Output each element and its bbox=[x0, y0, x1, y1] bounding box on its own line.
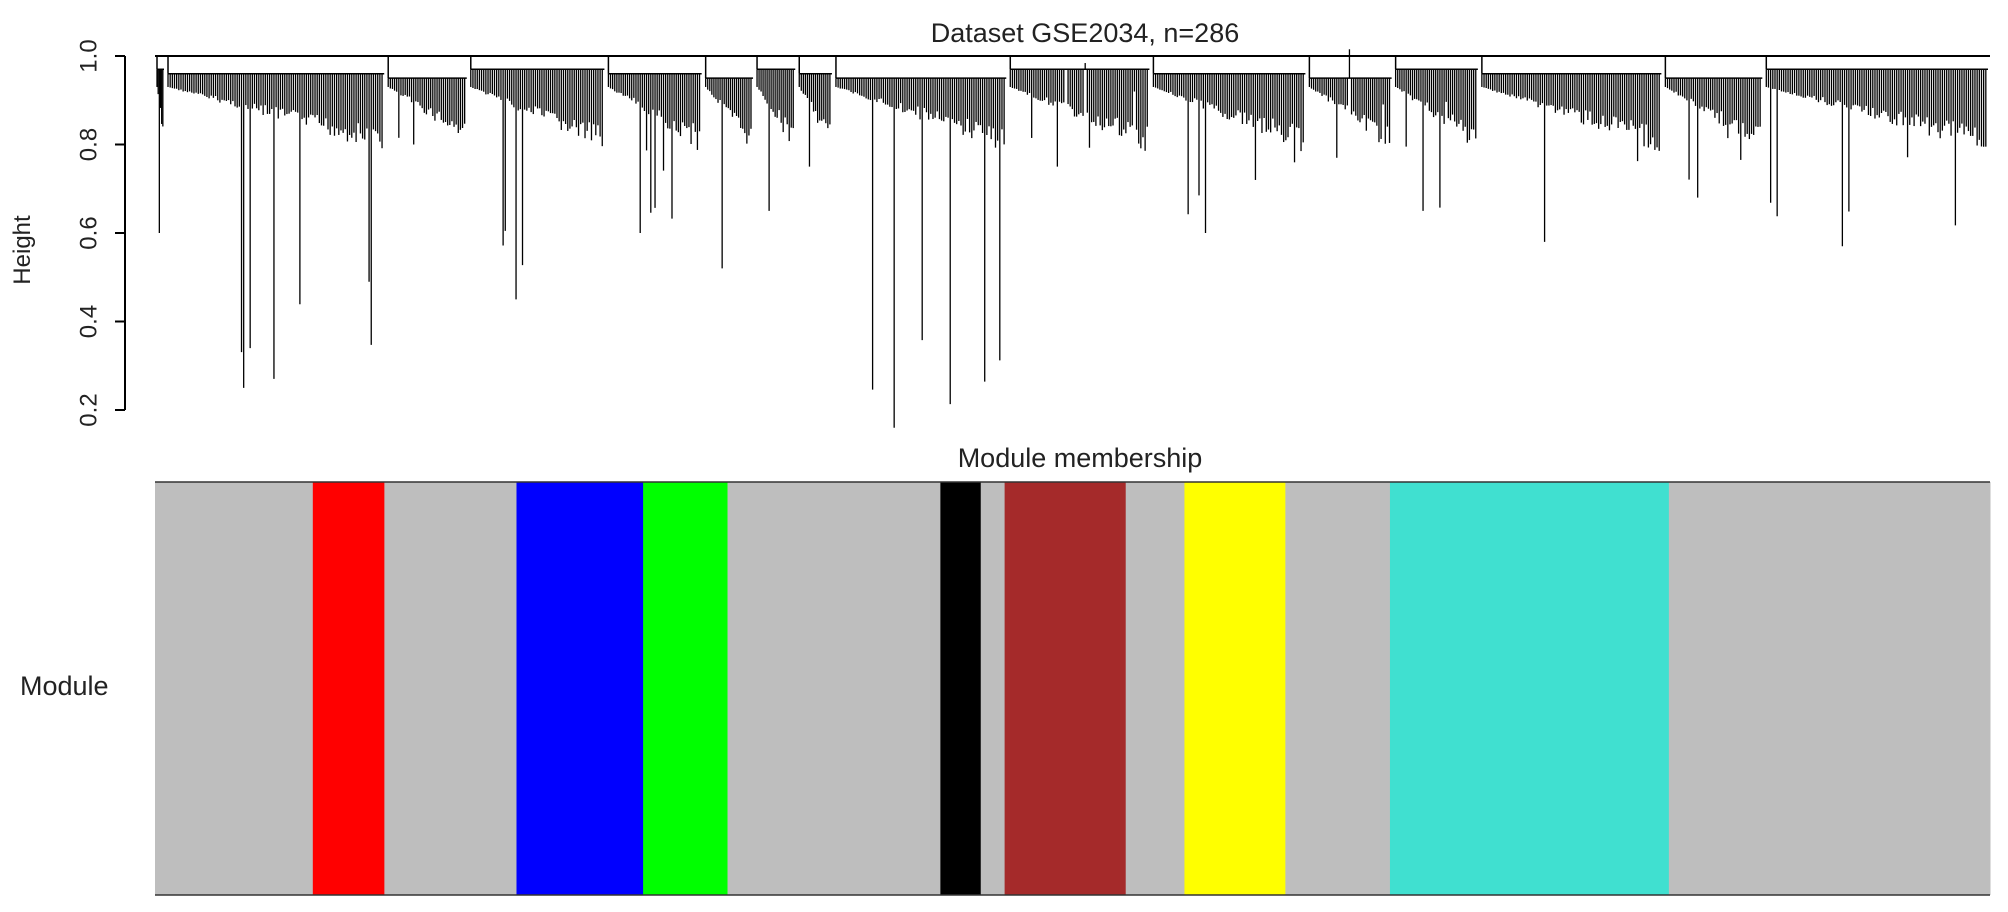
module-color-bar bbox=[155, 481, 1991, 896]
module-row-label: Module bbox=[20, 671, 109, 701]
y-tick-label: 0.6 bbox=[75, 216, 102, 249]
module-segment bbox=[155, 482, 314, 895]
y-tick-label: 0.2 bbox=[75, 393, 102, 426]
dendrogram-branch bbox=[1481, 56, 1662, 242]
dendrogram-panel: Dataset GSE2034, n=286 0.2 0.4 0.6 0.8 1.0 H… bbox=[9, 18, 1990, 428]
module-segment bbox=[1668, 482, 1991, 895]
module-segment bbox=[312, 482, 385, 895]
dendrogram-branch bbox=[156, 56, 165, 233]
y-tick-label: 0.4 bbox=[75, 305, 102, 338]
dendrogram-branch bbox=[1009, 56, 1150, 167]
module-segment bbox=[643, 482, 729, 895]
dendrogram-branch bbox=[1664, 56, 1763, 198]
dendrogram-branch bbox=[387, 56, 467, 145]
dendrogram-branch bbox=[1394, 56, 1478, 211]
y-tick-label: 0.8 bbox=[75, 128, 102, 161]
module-segment bbox=[980, 482, 1006, 895]
module-segment bbox=[1184, 482, 1286, 895]
y-tick-label: 1.0 bbox=[75, 39, 102, 72]
dendrogram-branch bbox=[798, 56, 832, 167]
module-segment bbox=[1125, 482, 1185, 895]
y-ticks: 0.2 0.4 0.6 0.8 1.0 bbox=[75, 39, 125, 427]
module-segment bbox=[384, 482, 517, 895]
dendrogram-title: Dataset GSE2034, n=286 bbox=[931, 18, 1239, 48]
dendrogram-branch bbox=[167, 56, 385, 388]
module-segment bbox=[1285, 482, 1391, 895]
module-membership-panel: Module membership Module bbox=[20, 443, 1991, 896]
dendrogram-branch bbox=[1308, 49, 1392, 158]
module-segment bbox=[727, 482, 941, 895]
dendrogram-branch bbox=[704, 56, 754, 269]
dendrogram-branch bbox=[1152, 56, 1306, 233]
module-segment bbox=[1004, 482, 1127, 895]
y-axis: 0.2 0.4 0.6 0.8 1.0 bbox=[75, 39, 126, 427]
module-segment bbox=[1389, 482, 1670, 895]
dendrogram-branch bbox=[835, 56, 1007, 428]
module-membership-title: Module membership bbox=[958, 443, 1203, 473]
module-segment bbox=[940, 482, 982, 895]
module-segment bbox=[516, 482, 644, 895]
dendrogram-tree bbox=[155, 49, 1990, 428]
y-axis-label: Height bbox=[9, 215, 36, 285]
dendrogram-branch bbox=[470, 56, 605, 300]
dendrogram-branch bbox=[756, 56, 796, 211]
dendrogram-branch bbox=[607, 56, 702, 233]
dendrogram-branch bbox=[1765, 56, 1988, 247]
